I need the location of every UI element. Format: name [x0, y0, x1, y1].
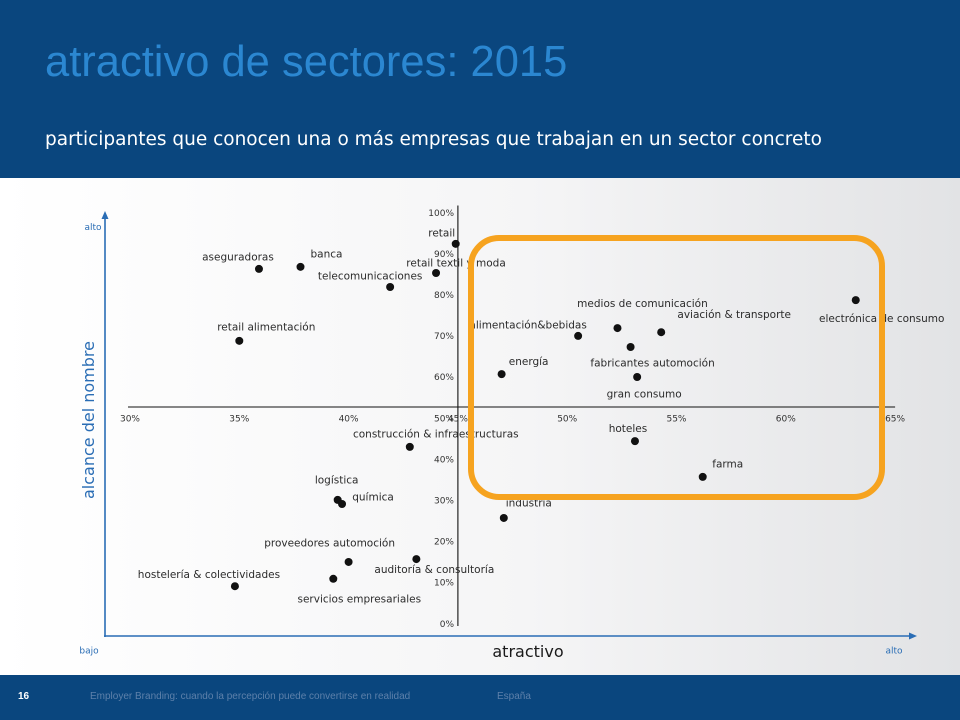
slide-footer: 16 Employer Branding: cuando la percepci…: [0, 675, 960, 720]
scatter-point: [296, 262, 305, 271]
y-tick-label: 0%: [440, 620, 455, 630]
scatter-point: [574, 331, 583, 340]
scatter-point: [386, 282, 395, 291]
footer-caption: Employer Branding: cuando la percepción …: [90, 691, 411, 702]
x-tick-label: 30%: [120, 415, 140, 425]
x-tick-label: 65%: [885, 415, 905, 425]
x-tick-label: 60%: [776, 415, 796, 425]
point-label: industria: [506, 498, 552, 510]
slide-header: atractivo de sectores: 2015 participante…: [0, 0, 960, 178]
scatter-point: [344, 557, 353, 566]
scatter-point: [698, 472, 707, 481]
point-label: hostelería & colectividades: [138, 569, 280, 581]
scatter-point: [329, 574, 338, 583]
point-label: banca: [311, 249, 343, 261]
point-label: farma: [712, 459, 743, 471]
scatter-point: [633, 372, 642, 381]
scatter-point: [657, 328, 666, 337]
y-tick-label: 80%: [434, 291, 454, 301]
footer-country: España: [497, 691, 531, 702]
y-tick-label: 70%: [434, 332, 454, 342]
point-label: alimentación&bebidas: [469, 320, 586, 332]
point-label: telecomunicaciones: [318, 271, 423, 283]
scatter-point: [254, 264, 263, 273]
y-axis-title: alcance del nombre: [79, 341, 98, 499]
point-labels: retail retail textil y modatelecomunicaci…: [138, 228, 945, 606]
slide-subtitle: participantes que conocen una o más empr…: [45, 129, 822, 150]
scatter-point: [851, 296, 860, 305]
point-label: retail textil y moda: [406, 258, 505, 270]
scatter-point: [451, 239, 460, 248]
scatter-point: [230, 582, 239, 591]
point-label: gran consumo: [607, 389, 682, 401]
outer-y-low-label: bajo: [79, 647, 99, 657]
page-number: 16: [18, 691, 30, 702]
y-tick-label: 60%: [434, 373, 454, 383]
highlight-box: [468, 235, 885, 500]
y-tick-label: 50%: [434, 414, 454, 424]
y-tick-label: 10%: [434, 579, 454, 589]
x-tick-labels: 30% 35% 40% 45% 50% 55% 60% 65%: [120, 415, 906, 425]
outer-x-axis-arrowhead: [909, 632, 917, 640]
point-label: energía: [509, 356, 549, 368]
y-tick-label: 30%: [434, 497, 454, 507]
scatter-point: [626, 342, 635, 351]
x-tick-label: 55%: [666, 415, 686, 425]
point-label: medios de comunicación: [577, 298, 708, 310]
scatter-point: [432, 269, 441, 278]
y-tick-labels: 100% 90% 80% 70% 60% 50% 40% 30% 20% 10% 0%: [428, 209, 454, 630]
y-tick-label: 20%: [434, 538, 454, 548]
point-label: logística: [315, 475, 359, 487]
point-label: servicios empresariales: [297, 593, 421, 605]
point-label: construcción & infraestructuras: [353, 429, 519, 441]
y-tick-label: 100%: [428, 209, 454, 219]
point-label: retail alimentación: [217, 322, 315, 334]
point-label: fabricantes automoción: [590, 358, 714, 370]
y-tick-label: 90%: [434, 250, 454, 260]
outer-y-axis-arrowhead: [101, 211, 109, 219]
scatter-point: [235, 336, 244, 345]
scatter-point: [630, 437, 639, 446]
scatter-point: [338, 499, 347, 508]
point-label: aseguradoras: [202, 252, 274, 264]
point-label: retail: [428, 228, 455, 240]
scatter-points: [230, 239, 860, 591]
x-tick-label: 40%: [339, 415, 359, 425]
inner-axes: [128, 205, 896, 626]
point-label: aviación & transporte: [677, 309, 791, 321]
y-tick-label: 40%: [434, 455, 454, 465]
outer-x-high-label: alto: [885, 647, 903, 657]
scatter-chart: alto bajo alto alcance del nombre atract…: [79, 205, 945, 661]
point-label: hoteles: [609, 423, 648, 435]
point-label: proveedores automoción: [264, 538, 395, 550]
scatter-point: [499, 513, 508, 522]
scatter-point: [613, 324, 622, 333]
slide-title: atractivo de sectores: 2015: [45, 38, 568, 86]
outer-y-high-label: alto: [84, 223, 102, 233]
x-tick-label: 50%: [557, 415, 577, 425]
scatter-point: [412, 555, 421, 564]
point-label: auditoría & consultoría: [374, 564, 494, 576]
scatter-point: [405, 442, 414, 451]
chart-area: alto bajo alto alcance del nombre atract…: [0, 178, 960, 675]
scatter-point: [497, 370, 506, 379]
x-tick-label: 45%: [448, 415, 468, 425]
point-label: química: [352, 492, 394, 504]
x-axis-title: atractivo: [492, 642, 563, 661]
x-tick-label: 35%: [229, 415, 249, 425]
